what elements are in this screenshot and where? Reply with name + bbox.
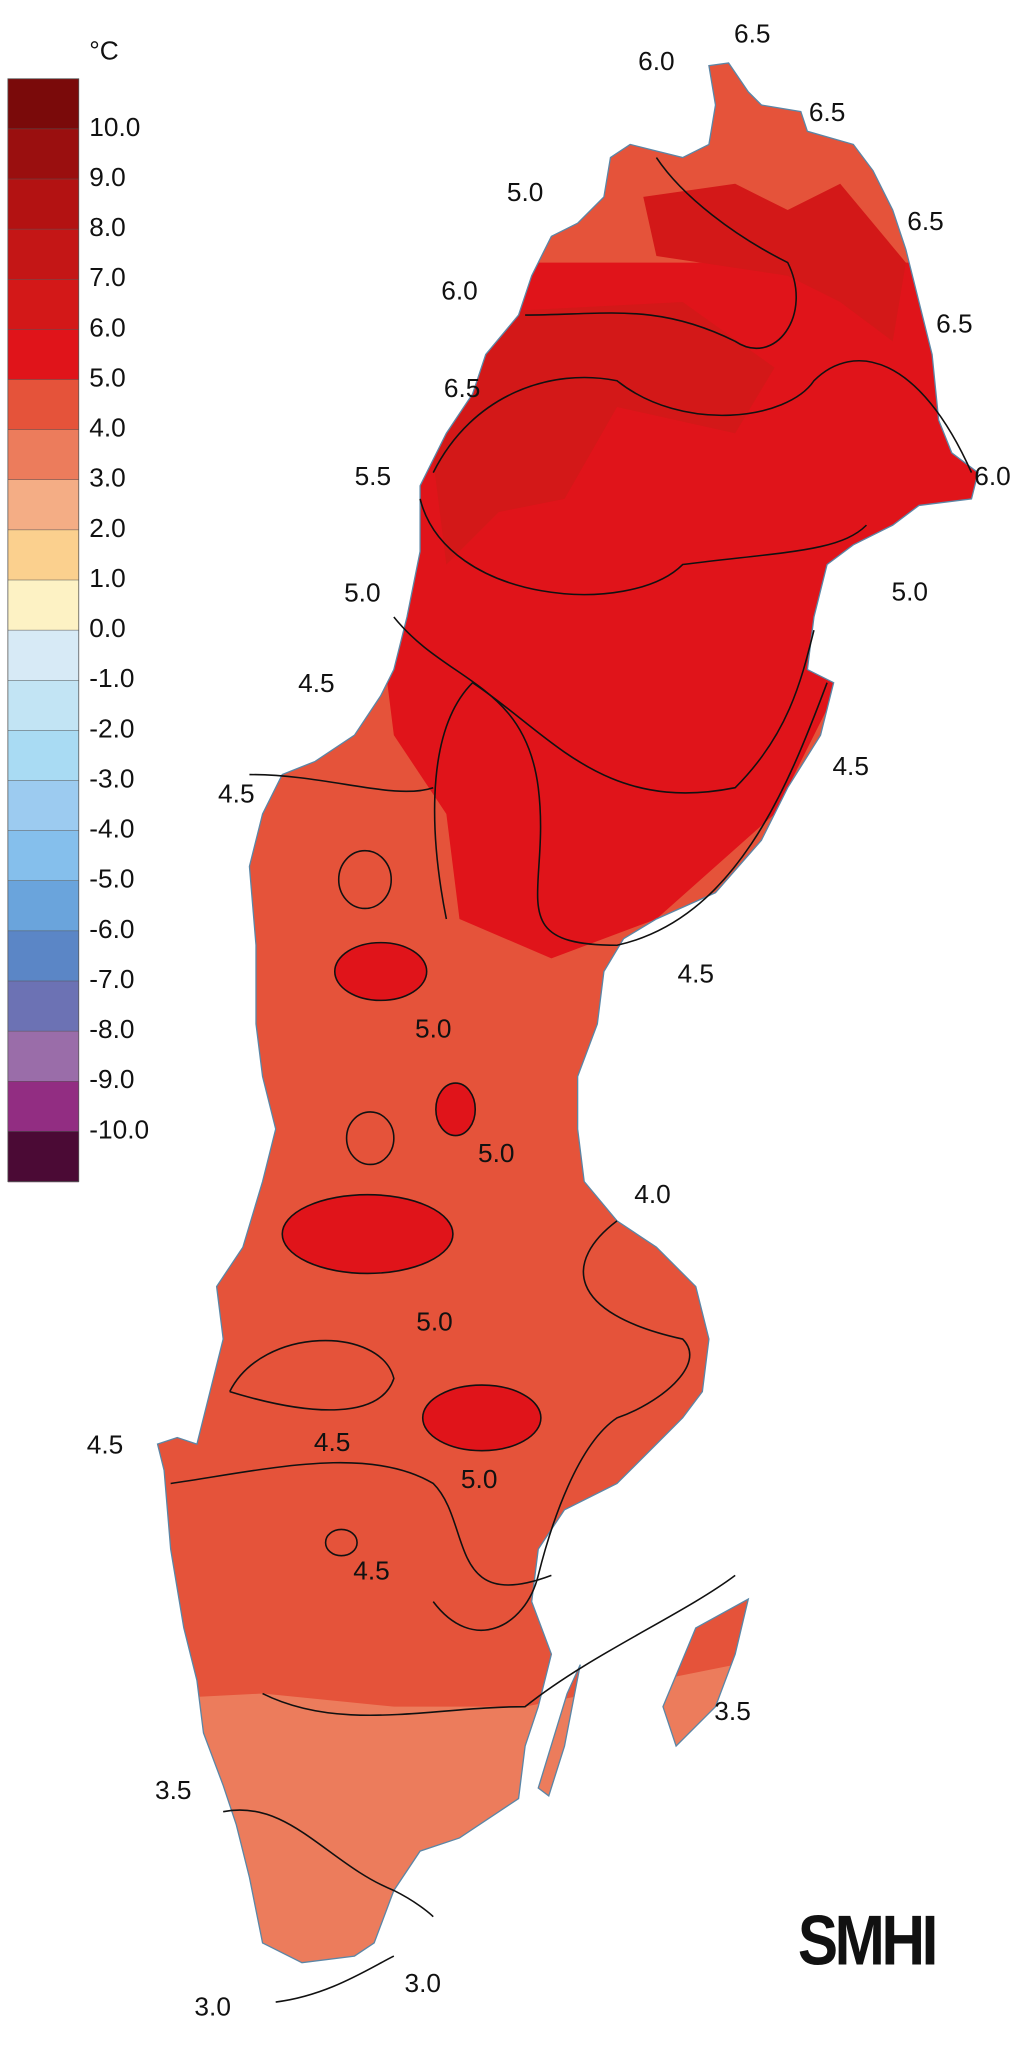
legend-label: 1.0: [89, 563, 126, 593]
contour-loop: [345, 1111, 395, 1166]
contour-line: [262, 1574, 736, 1717]
legend-label: -10.0: [89, 1114, 149, 1144]
legend-swatch: [7, 580, 79, 631]
legend-label: -1.0: [89, 663, 134, 693]
legend-swatch: [7, 429, 79, 481]
legend-label: -6.0: [89, 914, 134, 944]
contour-label: 5.0: [344, 578, 381, 608]
legend-label: 5.0: [89, 362, 126, 392]
contour-label: 6.5: [444, 373, 481, 403]
contour-label: 6.5: [734, 18, 771, 48]
legend-label: -3.0: [89, 763, 134, 793]
contour-label: 5.0: [478, 1138, 515, 1168]
legend-swatch: [7, 880, 79, 932]
contour-label: 6.0: [974, 461, 1011, 491]
legend-swatch: [7, 1081, 79, 1133]
contour-label: 4.5: [314, 1427, 351, 1457]
contour-label: 4.0: [634, 1179, 671, 1209]
contour-label: 4.5: [298, 668, 335, 698]
legend-label: 7.0: [89, 262, 126, 292]
logo: SMHI: [798, 1900, 935, 1980]
legend-label: 10.0: [89, 112, 140, 142]
contour-line: [433, 629, 815, 920]
legend-swatch: [7, 78, 79, 130]
legend-label: 9.0: [89, 162, 126, 192]
legend-label: 2.0: [89, 513, 126, 543]
contour-line: [249, 773, 434, 793]
legend-swatch: [7, 479, 79, 531]
legend-label: 4.0: [89, 413, 126, 443]
contour-label: 6.0: [441, 276, 478, 306]
contour-label: 4.5: [218, 779, 255, 809]
legend-swatch: [7, 1031, 79, 1082]
legend-label: -2.0: [89, 713, 134, 743]
legend-swatch: [7, 529, 79, 581]
legend-swatch: [7, 830, 79, 882]
legend-swatch: [7, 229, 79, 280]
contour-loop: [337, 849, 393, 910]
contour-line: [170, 1461, 552, 1586]
legend-swatch: [7, 379, 79, 431]
contour-label: 5.0: [507, 177, 544, 207]
contour-line: [432, 1220, 691, 1631]
legend-label: -5.0: [89, 864, 134, 894]
contour-label: 6.5: [809, 97, 846, 127]
contour-label: 4.5: [87, 1430, 124, 1460]
legend-label: -4.0: [89, 814, 134, 844]
legend-label: 6.0: [89, 312, 126, 342]
contour-label: 4.5: [832, 751, 869, 781]
legend-swatch: [7, 780, 79, 832]
legend-unit: °C: [89, 35, 118, 65]
contour-label: 5.0: [415, 1014, 452, 1044]
legend-swatch: [7, 981, 79, 1032]
legend-label: 0.0: [89, 613, 126, 643]
warm-patch: [281, 1193, 454, 1275]
zone-6-7: [433, 183, 906, 565]
contour-label: 5.5: [355, 461, 392, 491]
contour-line: [419, 498, 868, 596]
warm-patch: [421, 1384, 542, 1452]
contour-line: [525, 157, 797, 349]
legend-label: -9.0: [89, 1064, 134, 1094]
legend-swatch: [7, 279, 79, 331]
contour-loop: [324, 1528, 358, 1557]
legend-swatch: [7, 128, 79, 180]
contour-label: 6.5: [907, 206, 944, 236]
legend-label: -7.0: [89, 964, 134, 994]
legend-label: 3.0: [89, 463, 126, 493]
contour-label: 4.5: [678, 958, 715, 988]
contour-line: [223, 1809, 434, 1918]
contour-label: 5.0: [461, 1464, 498, 1494]
legend-label: 8.0: [89, 212, 126, 242]
contour-label: 3.5: [714, 1696, 751, 1726]
contour-label: 6.5: [936, 309, 973, 339]
contour-label: 5.0: [892, 576, 929, 606]
legend-label: -8.0: [89, 1014, 134, 1044]
contour-label: 3.0: [194, 1992, 231, 2022]
contour-label: 3.5: [155, 1775, 192, 1805]
contour-label: 6.0: [638, 46, 675, 76]
contour-label: 5.0: [416, 1306, 453, 1336]
contour-line: [432, 359, 973, 473]
legend-swatch: [7, 179, 79, 230]
warm-patch: [333, 941, 428, 1002]
legend-swatch: [7, 730, 79, 782]
contour-label: 4.5: [353, 1556, 390, 1586]
legend-swatch: [7, 680, 79, 732]
contour-line: [229, 1339, 395, 1411]
legend-swatch: [7, 930, 79, 982]
legend-swatch: [7, 329, 79, 381]
contour-label: 3.0: [404, 1968, 441, 1998]
warm-patch: [435, 1082, 477, 1137]
legend-swatch: [7, 630, 79, 681]
legend-swatch: [7, 1131, 79, 1183]
contour-line: [275, 1955, 395, 2003]
